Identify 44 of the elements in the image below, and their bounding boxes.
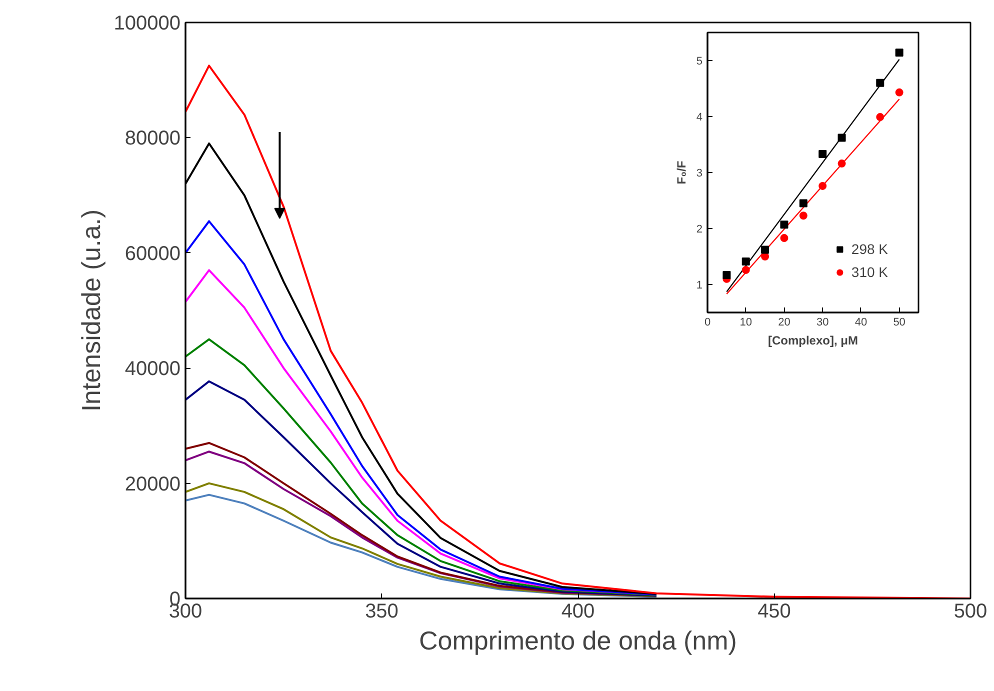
x-tick-label: 0: [704, 316, 711, 328]
x-tick-label: 30: [816, 316, 829, 328]
point: [761, 246, 770, 254]
point: [838, 134, 846, 142]
y-tick-label: 40000: [124, 358, 181, 380]
x-tick-label: 450: [758, 600, 791, 622]
y-tick-label: 2: [696, 224, 703, 236]
point: [876, 113, 884, 122]
point: [799, 199, 808, 208]
line-series: [186, 380, 658, 597]
legend-label: 298 K: [851, 241, 888, 257]
x-tick-label: 400: [561, 600, 595, 622]
y-tick-label: 3: [696, 168, 703, 180]
point: [780, 234, 788, 242]
y-tick-label: 60000: [124, 242, 181, 265]
point: [895, 48, 904, 57]
x-tick-label: 40: [854, 316, 868, 328]
point: [742, 266, 750, 274]
legend-label: 310 K: [851, 264, 888, 280]
point: [818, 150, 827, 158]
line-series: [186, 338, 658, 596]
point: [876, 78, 884, 87]
y-tick-label: 20000: [124, 473, 181, 496]
point: [895, 88, 904, 96]
y-tick-label: 80000: [124, 128, 181, 150]
x-axis-title: Comprimento de onda (nm): [419, 626, 737, 656]
point: [742, 258, 750, 266]
x-axis-title: [Complexo], μM: [768, 334, 858, 348]
x-tick-label: 10: [740, 316, 752, 328]
point: [722, 270, 731, 279]
x-tick-label: 50: [893, 316, 906, 328]
point: [818, 182, 827, 190]
y-tick-label: 1: [696, 280, 703, 292]
point: [799, 212, 808, 220]
x-tick-label: 500: [954, 600, 988, 622]
y-tick-label: 4: [696, 112, 703, 124]
point: [838, 160, 846, 168]
x-tick-label: 350: [365, 600, 398, 622]
y-tick-label: 100000: [114, 12, 181, 34]
y-tick-label: 5: [696, 56, 703, 68]
x-tick-label: 20: [778, 316, 790, 328]
point: [780, 220, 788, 229]
y-axis-title: F₀/F: [674, 160, 688, 184]
y-axis-title: Intensidade (u.a.): [76, 209, 106, 412]
